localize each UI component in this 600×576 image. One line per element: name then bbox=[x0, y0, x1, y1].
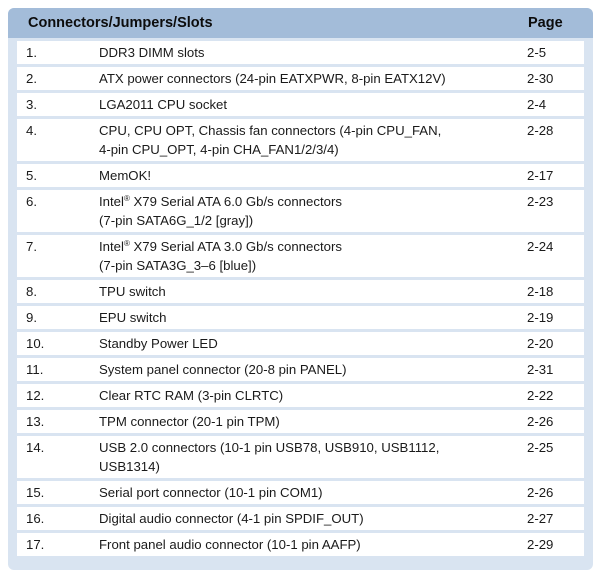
description-line: DDR3 DIMM slots bbox=[99, 45, 205, 60]
row-number: 17. bbox=[26, 537, 45, 552]
description-line: X79 Serial ATA 3.0 Gb/s connectors bbox=[129, 239, 342, 254]
row-description: TPU switch bbox=[99, 280, 489, 301]
table-row: 13. TPM connector (20-1 pin TPM) 2-26 bbox=[17, 410, 584, 433]
table-row: 11. System panel connector (20-8 pin PANE… bbox=[17, 358, 584, 381]
row-description: ATX power connectors (24-pin EATXPWR, 8-… bbox=[99, 67, 489, 88]
description-line: CPU, CPU OPT, Chassis fan connectors (4-… bbox=[99, 123, 442, 138]
row-number: 12. bbox=[26, 388, 45, 403]
row-description: EPU switch bbox=[99, 306, 489, 327]
description-line: USB1314) bbox=[99, 459, 160, 474]
description-line: MemOK! bbox=[99, 168, 152, 183]
row-page: 2-31 bbox=[527, 362, 554, 377]
row-page: 2-5 bbox=[527, 45, 547, 60]
row-page: 2-20 bbox=[527, 336, 554, 351]
row-number: 1. bbox=[26, 45, 37, 60]
description-line: X79 Serial ATA 6.0 Gb/s connectors bbox=[129, 194, 342, 209]
table-body: 1. DDR3 DIMM slots 2-5 2. ATX power connecto… bbox=[8, 38, 593, 556]
description-line: EPU switch bbox=[99, 310, 167, 325]
row-description: USB 2.0 connectors (10-1 pin USB78, USB9… bbox=[99, 436, 489, 476]
row-description: Front panel audio connector (10-1 pin AA… bbox=[99, 533, 489, 554]
row-description: DDR3 DIMM slots bbox=[99, 41, 489, 62]
row-page: 2-25 bbox=[527, 440, 554, 455]
row-page: 2-23 bbox=[527, 194, 554, 209]
description-line: ATX power connectors (24-pin EATXPWR, 8-… bbox=[99, 71, 446, 86]
table-row: 4. CPU, CPU OPT, Chassis fan connectors (… bbox=[17, 119, 584, 161]
description-line: LGA2011 CPU socket bbox=[99, 97, 228, 112]
row-page: 2-22 bbox=[527, 388, 554, 403]
row-page: 2-27 bbox=[527, 511, 554, 526]
table-row: 5. MemOK! 2-17 bbox=[17, 164, 584, 187]
table-row: 3. LGA2011 CPU socket 2-4 bbox=[17, 93, 584, 116]
row-number: 3. bbox=[26, 97, 37, 112]
row-description: Clear RTC RAM (3-pin CLRTC) bbox=[99, 384, 489, 405]
description-line: TPM connector (20-1 pin TPM) bbox=[99, 414, 280, 429]
description-line: Clear RTC RAM (3-pin CLRTC) bbox=[99, 388, 284, 403]
table-row: 14. USB 2.0 connectors (10-1 pin USB78, U… bbox=[17, 436, 584, 478]
registered-mark: ® bbox=[123, 194, 130, 203]
description-line: (7-pin SATA3G_3–6 [blue]) bbox=[99, 258, 257, 273]
registered-mark: ® bbox=[123, 239, 130, 248]
table-row: 7. Intel® X79 Serial ATA 3.0 Gb/s connect… bbox=[17, 235, 584, 277]
row-number: 9. bbox=[26, 310, 37, 325]
description-line: Serial port connector (10-1 pin COM1) bbox=[99, 485, 323, 500]
table-row: 9. EPU switch 2-19 bbox=[17, 306, 584, 329]
row-description: Standby Power LED bbox=[99, 332, 489, 353]
column-header-page: Page bbox=[528, 15, 563, 31]
table-row: 2. ATX power connectors (24-pin EATXPWR, … bbox=[17, 67, 584, 90]
row-page: 2-17 bbox=[527, 168, 554, 183]
row-page: 2-28 bbox=[527, 123, 554, 138]
brand-name: Intel bbox=[99, 194, 124, 209]
row-page: 2-4 bbox=[527, 97, 547, 112]
row-number: 11. bbox=[26, 362, 44, 377]
row-number: 6. bbox=[26, 194, 37, 209]
table-row: 15. Serial port connector (10-1 pin COM1)… bbox=[17, 481, 584, 504]
row-description: System panel connector (20-8 pin PANEL) bbox=[99, 358, 489, 379]
row-page: 2-26 bbox=[527, 414, 554, 429]
table-row: 6. Intel® X79 Serial ATA 6.0 Gb/s connect… bbox=[17, 190, 584, 232]
table-row: 1. DDR3 DIMM slots 2-5 bbox=[17, 41, 584, 64]
description-line: Front panel audio connector (10-1 pin AA… bbox=[99, 537, 361, 552]
row-page: 2-19 bbox=[527, 310, 554, 325]
table-row: 17. Front panel audio connector (10-1 pin… bbox=[17, 533, 584, 556]
row-page: 2-26 bbox=[527, 485, 554, 500]
row-number: 14. bbox=[26, 440, 45, 455]
row-description: Intel® X79 Serial ATA 3.0 Gb/s connector… bbox=[99, 235, 489, 275]
row-description: LGA2011 CPU socket bbox=[99, 93, 489, 114]
brand-name: Intel bbox=[99, 239, 124, 254]
row-number: 7. bbox=[26, 239, 37, 254]
description-line: Digital audio connector (4-1 pin SPDIF_O… bbox=[99, 511, 364, 526]
column-header-connectors: Connectors/Jumpers/Slots bbox=[28, 15, 213, 31]
row-number: 8. bbox=[26, 284, 37, 299]
table-row: 16. Digital audio connector (4-1 pin SPDI… bbox=[17, 507, 584, 530]
row-number: 5. bbox=[26, 168, 37, 183]
row-description: Digital audio connector (4-1 pin SPDIF_O… bbox=[99, 507, 489, 528]
description-line: (7-pin SATA6G_1/2 [gray]) bbox=[99, 213, 254, 228]
row-description: Serial port connector (10-1 pin COM1) bbox=[99, 481, 489, 502]
row-page: 2-29 bbox=[527, 537, 554, 552]
row-page: 2-18 bbox=[527, 284, 554, 299]
table-row: 12. Clear RTC RAM (3-pin CLRTC) 2-22 bbox=[17, 384, 584, 407]
row-number: 16. bbox=[26, 511, 45, 526]
row-description: TPM connector (20-1 pin TPM) bbox=[99, 410, 489, 431]
description-line: 4-pin CPU_OPT, 4-pin CHA_FAN1/2/3/4) bbox=[99, 142, 339, 157]
table-header: Connectors/Jumpers/Slots Page bbox=[8, 8, 593, 38]
description-line: USB 2.0 connectors (10-1 pin USB78, USB9… bbox=[99, 440, 440, 455]
table-row: 10. Standby Power LED 2-20 bbox=[17, 332, 584, 355]
row-description: Intel® X79 Serial ATA 6.0 Gb/s connector… bbox=[99, 190, 489, 230]
description-line: TPU switch bbox=[99, 284, 166, 299]
row-description: MemOK! bbox=[99, 164, 489, 185]
row-page: 2-30 bbox=[527, 71, 554, 86]
description-line: System panel connector (20-8 pin PANEL) bbox=[99, 362, 347, 377]
row-page: 2-24 bbox=[527, 239, 554, 254]
row-description: CPU, CPU OPT, Chassis fan connectors (4-… bbox=[99, 119, 489, 159]
row-number: 13. bbox=[26, 414, 45, 429]
row-number: 4. bbox=[26, 123, 37, 138]
row-number: 2. bbox=[26, 71, 37, 86]
description-line: Standby Power LED bbox=[99, 336, 218, 351]
row-number: 10. bbox=[26, 336, 45, 351]
row-number: 15. bbox=[26, 485, 45, 500]
table-row: 8. TPU switch 2-18 bbox=[17, 280, 584, 303]
